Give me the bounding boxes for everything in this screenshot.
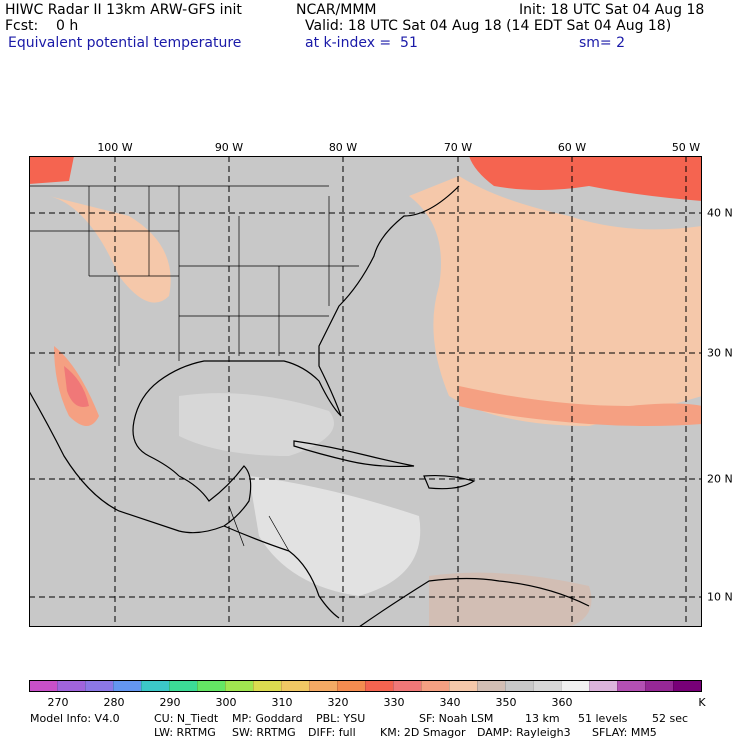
colorbar-swatch [30,681,57,691]
lat-label-40n: 40 N [707,206,733,220]
colorbar-swatch [113,681,141,691]
colorbar-swatch [85,681,113,691]
footer-resolution: 13 km [525,712,560,725]
lon-label-70w: 70 W [443,141,473,154]
lat-label-10n: 10 N [707,590,733,604]
colorbar-swatch [169,681,197,691]
colorbar-label: 320 [327,696,349,709]
coastlines [29,185,590,627]
init-time: Init: 18 UTC Sat 04 Aug 18 [519,2,705,18]
colorbar-label: 280 [103,696,125,709]
colorbar-swatch [141,681,169,691]
colorbar-swatch [617,681,645,691]
colorbar-swatch [589,681,617,691]
colorbar [29,680,702,692]
colorbar-swatch [561,681,589,691]
colorbar-swatch [673,681,701,691]
footer-pbl: PBL: YSU [316,712,366,725]
footer-lw: LW: RRTMG [154,726,216,739]
atlantic-band [459,386,702,426]
footer-cu: CU: N_Tiedt [154,712,219,725]
colorbar-swatch [253,681,281,691]
colorbar-swatch [309,681,337,691]
hispaniola [423,474,476,490]
colorbar-label: 300 [215,696,237,709]
colorbar-unit: K [698,696,706,709]
nw-corner-red [29,156,74,184]
south-america-coast [358,577,590,627]
model-title: HIWC Radar II 13km ARW-GFS init [5,2,242,18]
field-name: Equivalent potential temperature [8,35,242,51]
lat-label-30n: 30 N [707,346,733,360]
lon-label-60w: 60 W [557,141,587,154]
mexico-hot [64,366,89,407]
us-east-coast [132,185,460,477]
colorbar-swatch [365,681,393,691]
forecast-hour: Fcst: 0 h [5,18,79,34]
colorbar-label: 360 [551,696,573,709]
footer-sw: SW: RRTMG [232,726,296,739]
colorbar-label: 340 [439,696,461,709]
theta-e-map [29,156,702,627]
footer-levels: 51 levels [578,712,628,725]
sam-warm [429,572,592,627]
footer-damp: DAMP: Rayleigh3 [477,726,571,739]
colorbar-swatch [533,681,561,691]
level-label: at k-index = 51 [305,35,418,51]
colorbar-swatch [477,681,505,691]
lon-label-100w: 100 W [97,141,133,154]
state-boundaries [29,185,359,552]
colorbar-swatch [449,681,477,691]
colorbar-swatch [645,681,673,691]
colorbar-label: 310 [271,696,293,709]
lat-label-20n: 20 N [707,472,733,486]
footer-diff: DIFF: full [308,726,356,739]
ne-atlantic-red [469,156,702,201]
gulf-light [179,393,334,456]
central-america [223,525,340,619]
lat-lon-grid [29,156,702,627]
valid-time: Valid: 18 UTC Sat 04 Aug 18 (14 EDT Sat … [305,18,672,34]
colorbar-swatch [505,681,533,691]
colorbar-swatch [225,681,253,691]
yucatan [178,465,252,527]
institution: NCAR/MMM [296,2,377,18]
atlantic-warm-region [409,176,702,426]
smoothing-label: sm= 2 [579,35,626,51]
colorbar-label: 270 [47,696,69,709]
footer-model-info: Model Info: V4.0 [30,712,120,725]
colorbar-swatch [393,681,421,691]
footer-sf: SF: Noah LSM [419,712,494,725]
lon-label-90w: 90 W [214,141,244,154]
map-frame [29,156,702,627]
colorbar-label: 290 [159,696,181,709]
colorbar-swatch [281,681,309,691]
colorbar-swatch [57,681,85,691]
cuba [293,440,415,468]
lon-label-80w: 80 W [328,141,358,154]
footer-km: KM: 2D Smagor [380,726,466,739]
colorbar-swatch [197,681,225,691]
footer-mp: MP: Goddard [232,712,303,725]
footer-timestep: 52 sec [652,712,689,725]
colorbar-label: 350 [495,696,517,709]
mexico-west-coast [29,390,225,534]
footer-sflay: SFLAY: MM5 [592,726,657,739]
colorbar-swatch [421,681,449,691]
caribbean-light [249,476,421,596]
colorbar-label: 330 [383,696,405,709]
colorbar-swatch [337,681,365,691]
lon-label-50w: 50 W [671,141,701,154]
